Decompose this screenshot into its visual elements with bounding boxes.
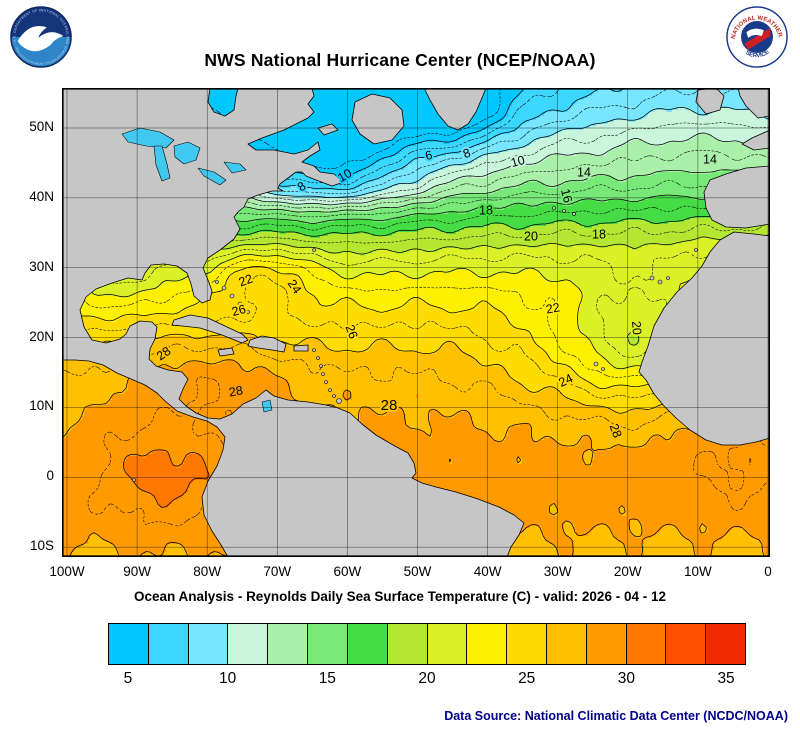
nws-ring-text-bottom: SERVICE: [744, 49, 771, 59]
lat-tick-label: 0: [46, 468, 54, 484]
nws-red-slash: [744, 28, 771, 50]
colorbar-cell: [467, 624, 508, 664]
lon-tick-label: 10W: [684, 564, 712, 579]
lon-tick-label: 70W: [263, 564, 292, 579]
noaa-logo-ring: [10, 6, 72, 68]
lon-tick-label: 0: [764, 564, 772, 579]
lat-tick-label: 10N: [29, 398, 54, 414]
lon-tick-label: 40W: [473, 564, 502, 579]
noaa-logo: NATIONAL OCEANIC AND ATMOSPHERIC ADMINIS…: [10, 6, 72, 68]
colorbar-tick-label: 30: [617, 670, 635, 687]
colorbar-cell: [666, 624, 707, 664]
lat-tick-label: 20N: [29, 328, 54, 344]
colorbar-tick-label: 10: [219, 670, 237, 687]
colorbar-tick-label: 20: [418, 670, 436, 687]
map-caption: Ocean Analysis - Reynolds Daily Sea Surf…: [134, 589, 666, 604]
colorbar-cell: [546, 624, 587, 664]
colorbar-cell: [706, 624, 745, 664]
colorbar-cell: [387, 624, 428, 664]
data-source-note: Data Source: National Climatic Data Cent…: [444, 709, 788, 723]
colorbar-labels: 5 10 15 20 25 30 35: [108, 670, 746, 692]
colorbar-cell: [427, 624, 468, 664]
noaa-seagull-icon: [17, 25, 64, 52]
nws-map-shape: [746, 28, 764, 38]
page-title: NWS National Hurricane Center (NCEP/NOAA…: [204, 50, 596, 70]
sst-map-canvas: [62, 88, 770, 557]
lat-tick-label: 50N: [29, 119, 54, 134]
colorbar-tick-label: 25: [518, 670, 536, 687]
lon-tick-label: 50W: [403, 564, 432, 579]
lon-tick-label: 100W: [49, 564, 85, 579]
colorbar-cell: [109, 624, 149, 664]
lon-tick-label: 60W: [333, 564, 362, 579]
lon-tick-label: 80W: [193, 564, 222, 579]
colorbar-cell: [228, 624, 269, 664]
colorbar-cell: [268, 624, 309, 664]
colorbar-cell: [507, 624, 547, 664]
colorbar-cell: [148, 624, 189, 664]
colorbar-cell: [347, 624, 388, 664]
lon-tick-label: 90W: [123, 564, 151, 579]
lon-tick-label: 30W: [543, 564, 572, 579]
colorbar-cell: [626, 624, 667, 664]
colorbar: [108, 623, 746, 665]
colorbar-tick-label: 35: [717, 670, 735, 687]
lat-tick-label: 10S: [29, 538, 54, 554]
lat-tick-label: 40N: [29, 188, 54, 204]
lon-tick-label: 20W: [613, 564, 642, 579]
lat-tick-label: 30N: [29, 258, 54, 274]
colorbar-cell: [586, 624, 627, 664]
colorbar-tick-label: 15: [318, 670, 336, 687]
colorbar-tick-label: 5: [123, 670, 133, 687]
colorbar-cell: [188, 624, 229, 664]
nws-logo: NATIONAL WEATHER SERVICE: [726, 6, 788, 68]
colorbar-cell: [308, 624, 348, 664]
sst-map: [62, 88, 770, 557]
